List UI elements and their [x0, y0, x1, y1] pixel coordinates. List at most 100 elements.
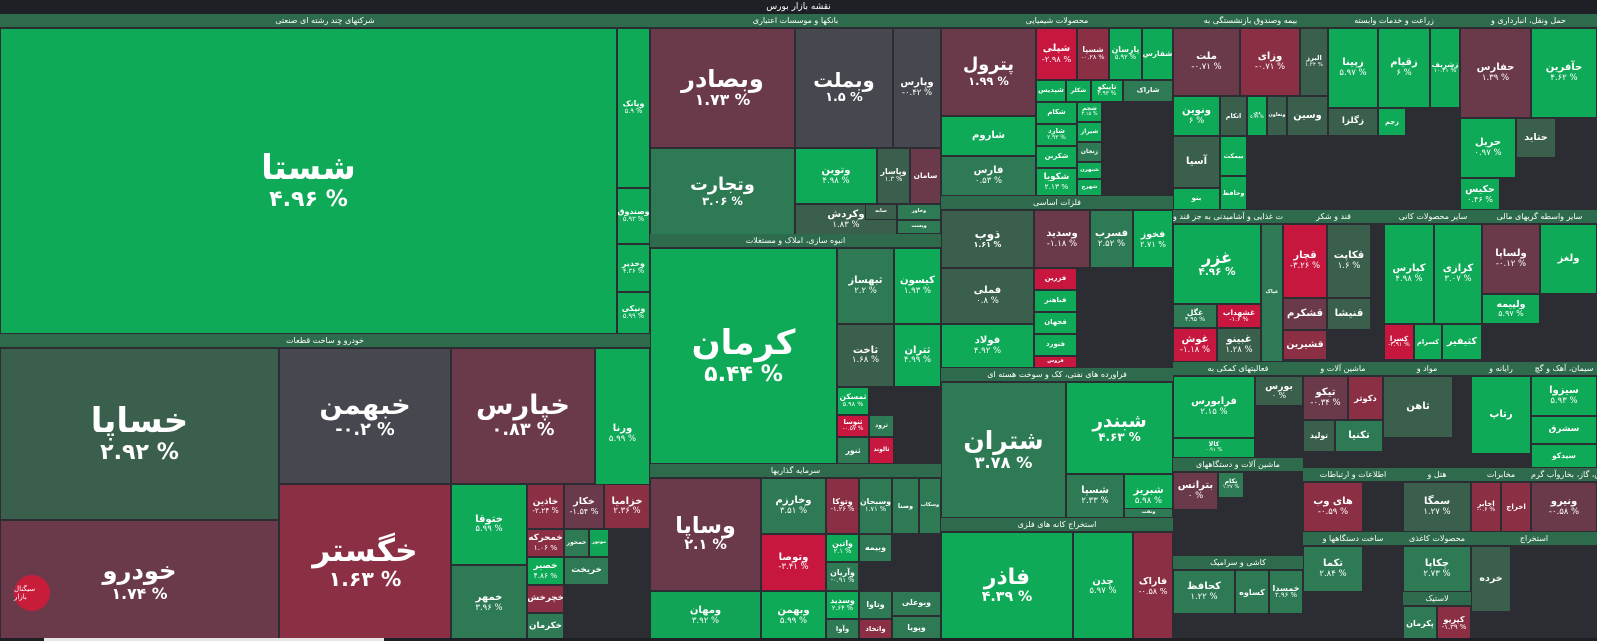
sector-header[interactable]: استخراج کانه های فلزی	[941, 518, 1173, 531]
stock-tile[interactable]: فاذر ۴.۳۹ %	[941, 532, 1073, 641]
stock-tile[interactable]: شجم ۳.۱۵ %	[1077, 102, 1102, 122]
stock-tile[interactable]: شهرچ	[1077, 179, 1102, 196]
sector-header[interactable]: شرکتهای چند رشته ای صنعتی	[0, 14, 650, 27]
stock-tile[interactable]: خمهر ۳.۹۶ %	[451, 565, 527, 641]
stock-tile[interactable]: ونوین ۶ %	[1173, 96, 1220, 136]
stock-tile[interactable]: حفارس ۱.۳۹ %	[1460, 28, 1531, 118]
sector-header[interactable]: محصولات غذایی و آشامیدنی به جز قند و	[1173, 210, 1283, 223]
sector-header[interactable]: بیمه وصندوق بازنشستگی به	[1173, 14, 1328, 27]
stock-tile[interactable]: فولاد ۴.۹۲ %	[941, 324, 1034, 368]
stock-tile[interactable]: وسدید -۱.۱۸ %	[1034, 210, 1090, 268]
stock-tile[interactable]: کحافظ ۱.۲۲ %	[1173, 570, 1235, 614]
stock-tile[interactable]: فروس	[1034, 356, 1077, 368]
stock-tile[interactable]: خاذین -۲.۲۴ %	[527, 484, 564, 529]
sector-header[interactable]: عرضه برق، گاز، بخاروآب گرم	[1531, 468, 1597, 481]
stock-tile[interactable]: سامان	[910, 148, 941, 204]
stock-tile[interactable]: وبهمن ۵.۹۹ %	[761, 591, 826, 641]
stock-tile[interactable]: وبوعلی	[892, 591, 941, 616]
stock-tile[interactable]: خصیر ۴.۸۶ %	[527, 557, 564, 585]
stock-tile[interactable]: وساپا ۲.۱ %	[650, 478, 761, 591]
stock-tile[interactable]: ملت -۰.۷۱ %	[1173, 28, 1240, 96]
stock-tile[interactable]: غوش -۱.۱۸ %	[1173, 328, 1217, 362]
sector-header[interactable]: ساخت دستگاهها و	[1303, 532, 1403, 545]
stock-tile[interactable]: خکرمان	[527, 613, 564, 641]
sector-header[interactable]: سایر محصولات کانی	[1384, 210, 1482, 223]
stock-tile[interactable]: شستا ۴.۹۶ %	[0, 28, 617, 334]
stock-tile[interactable]: خگستر ۱.۶۳ %	[279, 484, 451, 641]
stock-tile[interactable]: ثاخت ۱.۶۸ %	[837, 324, 894, 387]
sector-header[interactable]: هتل و	[1403, 468, 1471, 481]
stock-tile[interactable]: شپدیس	[1036, 80, 1066, 102]
stock-tile[interactable]: شاراک	[1123, 80, 1173, 102]
stock-tile[interactable]: وصندوق ۵.۹۳ %	[617, 188, 650, 244]
stock-tile[interactable]: ومهان ۳.۹۲ %	[650, 591, 761, 641]
stock-tile[interactable]: خساپا ۲.۹۲ %	[0, 348, 279, 520]
stock-tile[interactable]: خمحور	[564, 529, 589, 557]
stock-tile[interactable]: وتجارت ۳.۰۶ %	[650, 148, 795, 236]
sector-header[interactable]: فلزات اساسی	[941, 196, 1173, 209]
stock-tile[interactable]: ونیکی ۵.۹۹ %	[617, 292, 650, 334]
stock-tile[interactable]: غزر ۴.۹۶ %	[1173, 224, 1261, 304]
stock-tile[interactable]: شسپا ۲.۳۳ %	[1066, 474, 1124, 518]
stock-tile[interactable]: شبهرن	[1077, 162, 1102, 179]
stock-tile[interactable]: وخاور	[897, 204, 941, 220]
stock-tile[interactable]: کساوه	[1235, 570, 1269, 614]
stock-tile[interactable]: فخوز ۲.۷۱ %	[1133, 210, 1173, 268]
stock-tile[interactable]: شسپا -۰.۲۸ %	[1077, 28, 1109, 80]
stock-tile[interactable]: بکام ۱.۲۷ %	[1218, 472, 1244, 498]
stock-tile[interactable]: خمحرکه ۱.۰۶ %	[527, 529, 564, 557]
stock-tile[interactable]: رتاپ	[1471, 376, 1531, 454]
sector-header[interactable]: حمل ونقل، انبارداری و	[1460, 14, 1597, 27]
stock-tile[interactable]: تولید	[1303, 420, 1335, 452]
stock-tile[interactable]: ثالوند	[869, 437, 894, 464]
stock-tile[interactable]: ثاهن	[1383, 376, 1453, 438]
stock-tile[interactable]: بیمکث	[1220, 136, 1247, 176]
stock-tile[interactable]: غپاک	[1261, 224, 1283, 362]
stock-tile[interactable]: خکار -۱.۵۴ %	[564, 484, 604, 529]
stock-tile[interactable]: تکنیا	[1335, 420, 1383, 452]
stock-tile[interactable]: قشکرم	[1283, 298, 1327, 330]
stock-tile[interactable]: خریخت	[564, 557, 609, 585]
stock-tile[interactable]: ونیرو -۰.۵۸ %	[1531, 482, 1597, 532]
stock-tile[interactable]: بنو	[1173, 188, 1220, 210]
stock-tile[interactable]: اتکام	[1220, 96, 1247, 136]
stock-tile[interactable]: وسین	[1287, 96, 1328, 136]
stock-tile[interactable]: سشرق	[1531, 416, 1597, 444]
stock-tile[interactable]: قشیرین	[1283, 330, 1327, 360]
stock-tile[interactable]: پارسان ۵.۹۲ %	[1109, 28, 1142, 80]
stock-tile[interactable]: دکوثر	[1348, 376, 1383, 420]
sector-header[interactable]: بانکها و موسسات اعتباری	[650, 14, 941, 27]
scroll-thumb[interactable]	[44, 638, 384, 641]
stock-tile[interactable]: فملی ۰.۸ %	[941, 268, 1034, 324]
sector-header[interactable]: ماشین آلات و دستگاههای	[1173, 458, 1303, 471]
scroll-track[interactable]	[0, 638, 1597, 641]
stock-tile[interactable]: کسرام	[1414, 324, 1442, 360]
stock-tile[interactable]: زگلزا	[1328, 108, 1378, 136]
stock-tile[interactable]: البرز ۱.۳۴ %	[1300, 28, 1328, 96]
stock-tile[interactable]: ثبهساز ۲.۲ %	[837, 248, 894, 324]
stock-tile[interactable]: ثنور	[837, 437, 869, 464]
stock-tile[interactable]: شبندر ۴.۶۳ %	[1066, 382, 1173, 474]
stock-tile[interactable]: قکاپت ۱.۶ %	[1327, 224, 1371, 298]
stock-tile[interactable]: شاروم	[941, 116, 1036, 156]
stock-tile[interactable]: کثیفیر	[1442, 324, 1482, 360]
stock-tile[interactable]: فباهنر	[1034, 290, 1077, 312]
stock-tile[interactable]: ولپیمه ۵.۹۷ %	[1482, 294, 1540, 324]
stock-tile[interactable]: های وب -۰.۵۹ %	[1303, 482, 1363, 532]
stock-tile[interactable]: وبصادر ۱.۷۳ %	[650, 28, 795, 148]
sector-header[interactable]: محصولات شیمیایی	[941, 14, 1173, 27]
stock-tile[interactable]: فزرین	[1034, 268, 1077, 290]
stock-tile[interactable]: زپینا ۵.۹۷ %	[1328, 28, 1378, 108]
stock-tile[interactable]: وتوین ۴.۹۸ %	[795, 148, 877, 204]
stock-tile[interactable]: ثمسکن ۵.۹۸ %	[837, 387, 869, 415]
stock-tile[interactable]: آسیا	[1173, 136, 1220, 188]
stock-tile[interactable]: وسکاب	[919, 478, 941, 534]
stock-tile[interactable]: خپارس ۰.۸۳ %	[451, 348, 595, 484]
sector-header[interactable]: انبوه سازی، املاک و مستغلات	[650, 234, 941, 247]
stock-tile[interactable]: شکویا ۲.۱۳ %	[1036, 168, 1077, 196]
stock-tile[interactable]: کیسون ۱.۹۳ %	[894, 248, 941, 324]
stock-tile[interactable]: وزای -۰.۷۱ %	[1240, 28, 1300, 96]
stock-tile[interactable]: خرده	[1471, 546, 1511, 612]
stock-tile[interactable]: دی ۵.۹۹ %	[1247, 96, 1267, 136]
stock-tile[interactable]: کپارس ۴.۹۸ %	[1384, 224, 1434, 324]
